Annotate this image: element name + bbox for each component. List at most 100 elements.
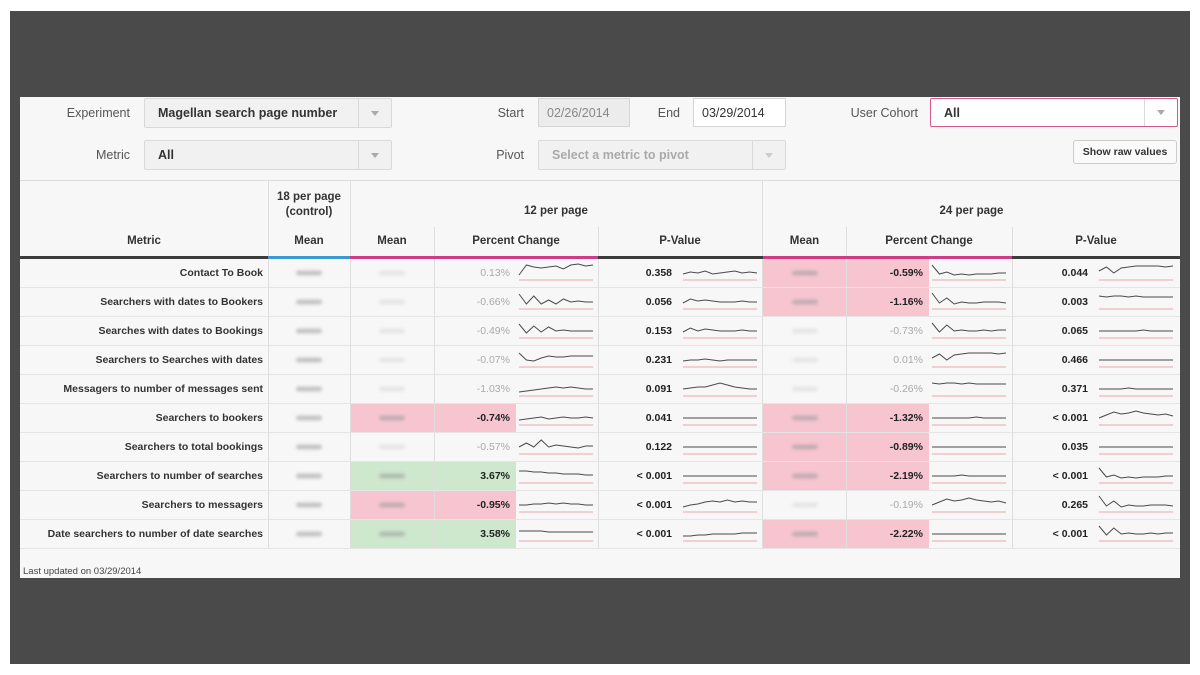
a-percent-change-cell: -0.66% (434, 288, 516, 316)
column-divider (846, 259, 847, 287)
column-divider (846, 491, 847, 519)
table-row[interactable]: Searchers to total bookings -0.57% 0.122 -0… (20, 433, 1180, 462)
b-mean-cell (763, 491, 846, 519)
column-divider (350, 288, 351, 316)
column-divider (598, 227, 599, 256)
table-row[interactable]: Searchers to bookers -0.74% 0.041 -1.32% < 0… (20, 404, 1180, 433)
control-mean-cell (268, 259, 350, 287)
a-p-value-cell: 0.056 (598, 288, 680, 316)
table-row[interactable]: Searches with dates to Bookings -0.49% 0.1… (20, 317, 1180, 346)
b-mean-cell (763, 462, 846, 490)
experiment-label: Experiment (66, 106, 130, 120)
table-row[interactable]: Contact To Book 0.13% 0.358 -0.59% 0.044 (20, 259, 1180, 288)
b-trend-sparkline (932, 533, 1006, 542)
a-p-value-header: P-Value (659, 235, 701, 247)
experiment-select[interactable]: Magellan search page number (144, 98, 392, 128)
column-divider (762, 520, 763, 548)
a-percent-change-header: Percent Change (472, 235, 560, 247)
a-p-trend-cell (680, 491, 762, 519)
column-divider (762, 404, 763, 432)
a-trend-sparkline (519, 470, 593, 484)
redacted-value (379, 386, 405, 392)
b-trend-sparkline (931, 382, 1006, 397)
a-p-value-sparkline (683, 475, 757, 484)
user-cohort-value: All (944, 105, 960, 120)
redacted-value (379, 502, 405, 508)
a-p-value-sparkline (682, 358, 757, 368)
b-trend-sparkline (931, 497, 1007, 513)
b-trend-cell (929, 259, 1012, 287)
a-p-value-sparkline (682, 270, 758, 281)
b-p-value: 0.065 (1061, 325, 1088, 337)
a-percent-change: -0.57% (476, 441, 510, 453)
b-p-value-cell: 0.265 (1012, 491, 1096, 519)
redacted-value (296, 415, 322, 421)
column-divider (846, 227, 847, 256)
a-p-trend-cell (680, 346, 762, 374)
a-trend-cell (516, 375, 598, 403)
table-row[interactable]: Messagers to number of messages sent -1.0… (20, 375, 1180, 404)
user-cohort-select[interactable]: All (930, 98, 1178, 127)
b-p-value: < 0.001 (1052, 470, 1088, 482)
a-trend-sparkline (518, 323, 593, 339)
user-cohort-label: User Cohort (850, 106, 918, 120)
b-percent-change-cell: -0.89% (846, 433, 929, 461)
column-divider (846, 520, 847, 548)
pivot-select[interactable]: Select a metric to pivot (538, 140, 786, 170)
b-percent-change: -0.89% (889, 441, 923, 453)
column-divider (598, 288, 599, 316)
b-p-value: 0.466 (1061, 354, 1088, 366)
b-percent-change: -0.26% (889, 383, 923, 395)
a-percent-change-cell: 3.58% (434, 520, 516, 548)
column-divider (846, 404, 847, 432)
b-trend-cell (929, 520, 1012, 548)
a-mean-cell (350, 259, 434, 287)
table-row[interactable]: Searchers to number of searches 3.67% < 0.… (20, 462, 1180, 491)
column-divider (762, 346, 763, 374)
b-trend-cell (929, 288, 1012, 316)
table-row[interactable]: Date searchers to number of date searche… (20, 520, 1180, 549)
redacted-value (296, 328, 322, 334)
a-trend-cell (516, 520, 598, 548)
a-trend-cell (516, 317, 598, 345)
column-divider (434, 491, 435, 519)
b-trend-sparkline (932, 446, 1006, 455)
redacted-value (296, 473, 322, 479)
a-p-value-cell: < 0.001 (598, 462, 680, 490)
b-p-trend-cell (1096, 491, 1180, 519)
a-mean-cell (350, 375, 434, 403)
table-row[interactable]: Searchers to Searches with dates -0.07% 0.… (20, 346, 1180, 375)
metric-name: Searches with dates to Bookings (98, 325, 263, 337)
column-divider (598, 259, 599, 287)
a-p-trend-cell (680, 317, 762, 345)
show-raw-values-button[interactable]: Show raw values (1073, 140, 1177, 164)
redacted-value (379, 270, 405, 276)
b-p-trend-cell (1096, 317, 1180, 345)
b-percent-change: -1.16% (889, 296, 923, 308)
metric-value: All (158, 148, 174, 162)
b-trend-sparkline (931, 352, 1007, 368)
b-p-trend-cell (1096, 259, 1180, 287)
column-divider (846, 288, 847, 316)
table-row[interactable]: Searchers to messagers -0.95% < 0.001 -0.19… (20, 491, 1180, 520)
column-divider (434, 317, 435, 345)
a-percent-change: 3.58% (480, 528, 510, 540)
metric-select[interactable]: All (144, 140, 392, 170)
a-p-value: 0.056 (645, 296, 672, 308)
table-row[interactable]: Searchers with dates to Bookers -0.66% 0.0… (20, 288, 1180, 317)
b-trend-cell (929, 346, 1012, 374)
b-percent-change-cell: -1.16% (846, 288, 929, 316)
start-date-field[interactable]: 02/26/2014 (538, 98, 630, 127)
column-divider (846, 346, 847, 374)
a-trend-cell (516, 288, 598, 316)
redacted-value (379, 473, 405, 479)
end-date-field[interactable]: 03/29/2014 (693, 98, 786, 127)
column-divider (268, 433, 269, 461)
b-trend-sparkline (931, 322, 1006, 339)
control-accent-bar (268, 256, 350, 259)
b-mean-cell (763, 520, 846, 548)
a-p-value-sparkline (682, 327, 757, 339)
a-percent-change-cell: -0.49% (434, 317, 516, 345)
a-p-value: 0.091 (645, 383, 672, 395)
b-mean-cell (763, 317, 846, 345)
